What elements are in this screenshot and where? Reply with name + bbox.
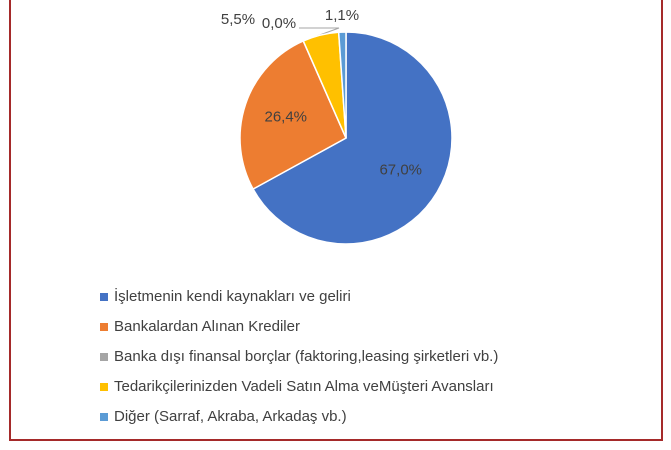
legend-swatch (100, 383, 108, 391)
data-label: 5,5% (221, 11, 255, 28)
data-label: 26,4% (264, 109, 307, 126)
data-label: 67,0% (379, 161, 422, 178)
pie-slice (252, 31, 453, 245)
legend-swatch (100, 413, 108, 421)
data-label: 0,0% (262, 15, 296, 32)
pie-slice (337, 31, 347, 139)
legend-swatch (100, 323, 108, 331)
legend-label: Banka dışı finansal borçlar (faktoring,l… (114, 348, 498, 365)
data-label: 1,1% (325, 7, 359, 24)
legend-label: Tedarikçilerinizden Vadeli Satın Alma ve… (114, 378, 494, 395)
legend-label: Bankalardan Alınan Krediler (114, 318, 300, 335)
legend-label: İşletmenin kendi kaynakları ve geliri (114, 287, 351, 305)
legend-swatch (100, 293, 108, 301)
legend-swatch (100, 353, 108, 361)
legend-label: Diğer (Sarraf, Akraba, Arkadaş vb.) (114, 408, 347, 425)
